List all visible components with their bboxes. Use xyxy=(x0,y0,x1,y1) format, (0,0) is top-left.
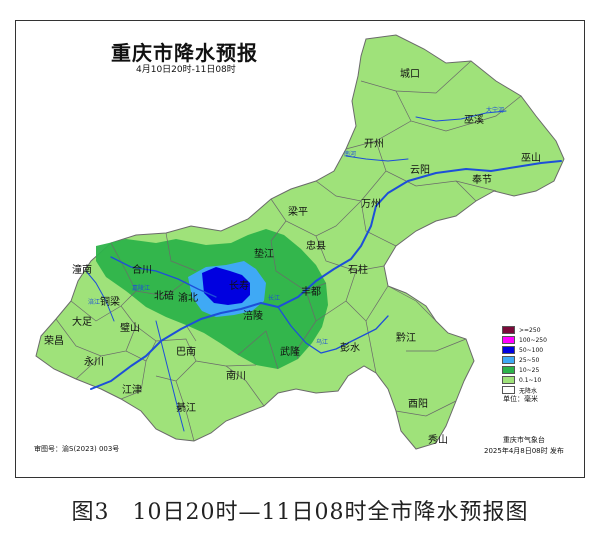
legend-swatch xyxy=(502,366,515,374)
county-qianjiang: 黔江 xyxy=(396,333,416,344)
review-number: 审图号：渝S(2023) 003号 xyxy=(34,445,120,453)
chongqing-outline xyxy=(35,34,565,450)
issue-time: 2025年4月8日08时 发布 xyxy=(484,447,564,455)
county-youyang: 酉阳 xyxy=(408,399,428,410)
county-fuling: 涪陵 xyxy=(243,311,263,322)
county-tongliang: 铜梁 xyxy=(100,297,120,308)
daning-river xyxy=(415,110,507,122)
county-liangping: 梁平 xyxy=(288,207,308,218)
county-xiushan: 秀山 xyxy=(428,435,448,446)
legend-row: 10~25 xyxy=(502,365,547,375)
legend-swatch xyxy=(502,376,515,384)
unit-label: 单位：毫米 xyxy=(503,395,538,403)
river-label-nanhe: 南河 xyxy=(344,151,357,158)
county-dazu: 大足 xyxy=(72,317,92,328)
county-wuxi: 巫溪 xyxy=(464,115,484,126)
county-dianjiang: 垫江 xyxy=(254,249,274,260)
river-label-jialing: 嘉陵江 xyxy=(132,285,151,292)
legend-swatch xyxy=(502,326,515,334)
fuqiang-river xyxy=(85,270,115,322)
county-shizhu: 石柱 xyxy=(348,265,368,276)
legend-label: 10~25 xyxy=(519,366,540,374)
legend-swatch xyxy=(502,386,515,394)
nanhe-river xyxy=(345,155,409,162)
legend-row: >=250 xyxy=(502,325,547,335)
wujiang-river xyxy=(277,306,389,354)
county-rongchang: 荣昌 xyxy=(44,336,64,347)
county-yunyang: 云阳 xyxy=(410,165,430,176)
county-wanzhou: 万州 xyxy=(361,199,381,210)
legend-label: >=250 xyxy=(519,326,541,334)
legend-swatch xyxy=(502,346,515,354)
map-frame: 重庆市降水预报 4月10日20时-11日08时 城口 巫溪 开州 云阳 奉节 巫… xyxy=(15,20,585,478)
county-zhongxian: 忠县 xyxy=(306,241,326,252)
county-pengshui: 彭水 xyxy=(340,343,360,354)
county-beibei: 北碚 xyxy=(154,291,174,302)
legend-row: 25~50 xyxy=(502,355,547,365)
legend-label: 0.1~10 xyxy=(519,376,542,384)
issuer-name: 重庆市气象台 xyxy=(502,436,545,444)
legend-label: 100~250 xyxy=(519,336,547,344)
county-wulong: 武隆 xyxy=(280,347,300,358)
jialing-river xyxy=(110,256,217,298)
legend-label: 无降水 xyxy=(519,387,538,395)
figure-caption: 图3 10日20时—11日08时全市降水预报图 xyxy=(71,500,529,525)
county-yongchuan: 永川 xyxy=(84,357,104,368)
county-yubei: 渝北 xyxy=(178,293,198,304)
county-banan: 巴南 xyxy=(176,347,196,358)
county-changshou: 长寿 xyxy=(229,281,249,292)
county-nanchuan: 南川 xyxy=(226,371,246,382)
legend: >=250 100~250 50~100 25~50 10~25 0.1~10 无降水 xyxy=(502,325,547,395)
legend-row: 无降水 xyxy=(502,385,547,395)
county-fengdu: 丰都 xyxy=(301,287,321,298)
legend-row: 0.1~10 xyxy=(502,375,547,385)
map-subtitle: 4月10日20时-11日08时 xyxy=(136,65,236,75)
county-bishan: 璧山 xyxy=(120,323,140,334)
river-label-daning: 大宁河 xyxy=(486,107,505,114)
county-tongnan: 潼南 xyxy=(72,265,92,276)
legend-swatch xyxy=(502,336,515,344)
county-qijiang: 綦江 xyxy=(176,403,196,414)
precipitation-map xyxy=(35,34,565,450)
county-hechuan: 合川 xyxy=(132,265,152,276)
county-fengjie: 奉节 xyxy=(472,175,492,186)
river-label-changjiang: 长江 xyxy=(268,295,281,302)
legend-row: 100~250 xyxy=(502,335,547,345)
county-wushan: 巫山 xyxy=(521,153,541,164)
map-title: 重庆市降水预报 xyxy=(111,41,258,65)
river-label-fuqiang: 涪江 xyxy=(88,299,101,306)
issuer-block: 重庆市气象台 2025年4月8日08时 发布 xyxy=(484,435,564,457)
rivers xyxy=(85,110,562,432)
county-chengkou: 城口 xyxy=(400,69,420,80)
changjiang-river xyxy=(90,160,562,390)
legend-row: 50~100 xyxy=(502,345,547,355)
legend-label: 25~50 xyxy=(519,356,540,364)
river-label-wujiang: 乌江 xyxy=(316,339,329,346)
county-kaizhou: 开州 xyxy=(364,139,384,150)
county-jiangjin: 江津 xyxy=(122,385,142,396)
legend-swatch xyxy=(502,356,515,364)
legend-label: 50~100 xyxy=(519,346,544,354)
